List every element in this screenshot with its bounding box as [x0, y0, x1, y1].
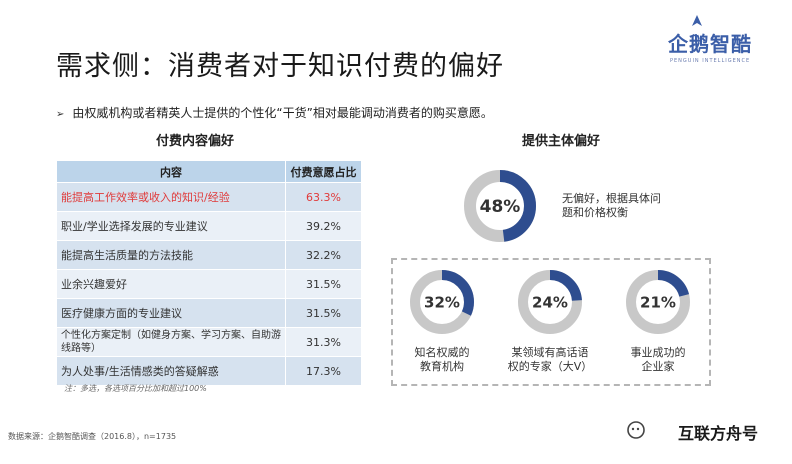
table-row: 能提高生活质量的方法技能 32.2% [56, 240, 362, 270]
donut-main-caption: 无偏好，根据具体问 题和价格权衡 [562, 192, 661, 219]
table-title: 付费内容偏好 [156, 134, 235, 149]
table-cell-value: 39.2% [285, 211, 362, 241]
donut-slice [464, 170, 536, 242]
bullet-point: ➢ 由权威机构或者精英人士提供的个性化“干货”相对最能调动消费者的购买意愿。 [56, 104, 493, 121]
table-cell-value: 17.3% [285, 356, 362, 386]
table-cell-content: 职业/学业选择发展的专业建议 [56, 211, 286, 241]
table-row: 职业/学业选择发展的专业建议 39.2% [56, 211, 362, 241]
arrow-icon: ➢ [56, 109, 65, 120]
logo-subtitle: PENGUIN INTELLIGENCE [670, 58, 751, 64]
page-title: 需求侧：消费者对于知识付费的偏好 [56, 51, 504, 82]
table-cell-value: 31.5% [285, 269, 362, 299]
table-cell-content: 业余兴趣爱好 [56, 269, 286, 299]
dashed-box [391, 258, 711, 386]
wechat-icon [627, 421, 645, 439]
table-row: 业余兴趣爱好 31.5% [56, 269, 362, 299]
donut-track [464, 170, 536, 242]
table-row: 医疗健康方面的专业建议 31.5% [56, 298, 362, 328]
penguin-icon [692, 15, 702, 26]
table-cell-value: 31.5% [285, 298, 362, 328]
table-row: 能提高工作效率或收入的知识/经验 63.3% [56, 182, 362, 212]
table-cell-content: 为人处事/生活情感类的答疑解惑 [56, 356, 286, 386]
table-header-ratio: 付费意愿占比 [285, 160, 362, 183]
table-header-content: 内容 [56, 160, 286, 183]
data-source: 数据来源：企鹅智酷调查（2016.8），n=1735 [8, 432, 177, 441]
donut-caption-2: 某领域有高话语 权的专家（大V） [507, 346, 593, 373]
table-cell-content: 医疗健康方面的专业建议 [56, 298, 286, 328]
table-cell-value: 31.3% [285, 327, 362, 357]
preference-table: 内容 付费意愿占比 能提高工作效率或收入的知识/经验 63.3% 职业/学业选择… [56, 160, 362, 386]
bullet-text: 由权威机构或者精英人士提供的个性化“干货”相对最能调动消费者的购买意愿。 [72, 106, 493, 120]
table-cell-value: 63.3% [285, 182, 362, 212]
table-row: 为人处事/生活情感类的答疑解惑 17.3% [56, 356, 362, 386]
table-row: 个性化方案定制（如健身方案、学习方案、自助游线路等） 31.3% [56, 327, 362, 357]
table-note: 注：多选，各选项百分比加和超过100% [64, 384, 207, 393]
logo: 企鹅智酷 PENGUIN INTELLIGENCE [660, 14, 756, 70]
donut-caption-3: 事业成功的 企业家 [630, 346, 686, 373]
table-cell-value: 32.2% [285, 240, 362, 270]
donut-caption-1: 知名权威的 教育机构 [414, 346, 470, 373]
table-cell-content: 能提高生活质量的方法技能 [56, 240, 286, 270]
donut-value-label: 48% [480, 197, 521, 217]
table-cell-content: 能提高工作效率或收入的知识/经验 [56, 182, 286, 212]
donut-section-title: 提供主体偏好 [522, 134, 601, 149]
watermark: 互联方舟号 [677, 424, 758, 443]
table-cell-content: 个性化方案定制（如健身方案、学习方案、自助游线路等） [56, 327, 286, 357]
logo-name: 企鹅智酷 [668, 32, 752, 56]
donut-1: 48% [464, 170, 536, 242]
